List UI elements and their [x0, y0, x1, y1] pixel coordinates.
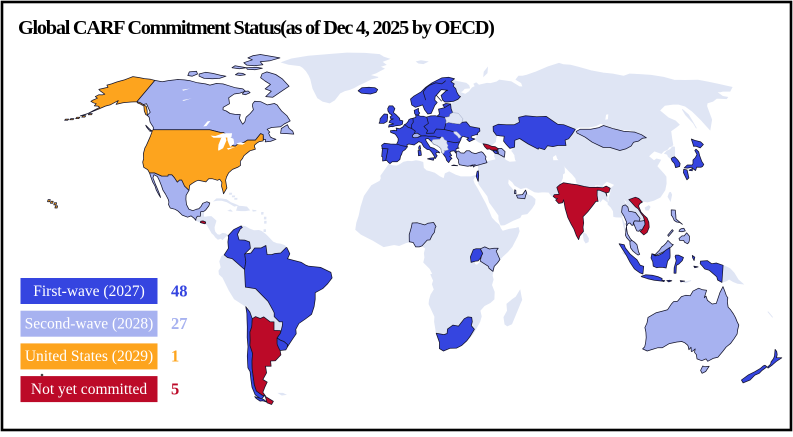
- svg-text:Second-wave (2028): Second-wave (2028): [25, 316, 154, 333]
- svg-text:Global CARF Commitment Status(: Global CARF Commitment Status(as of Dec …: [18, 17, 494, 39]
- svg-text:First-wave (2027): First-wave (2027): [33, 283, 145, 300]
- svg-text:5: 5: [171, 379, 179, 398]
- svg-text:Not yet committed: Not yet committed: [31, 381, 147, 398]
- svg-text:United States (2029): United States (2029): [25, 348, 153, 365]
- svg-text:48: 48: [171, 281, 188, 300]
- svg-text:27: 27: [171, 314, 188, 333]
- svg-text:1: 1: [171, 347, 179, 366]
